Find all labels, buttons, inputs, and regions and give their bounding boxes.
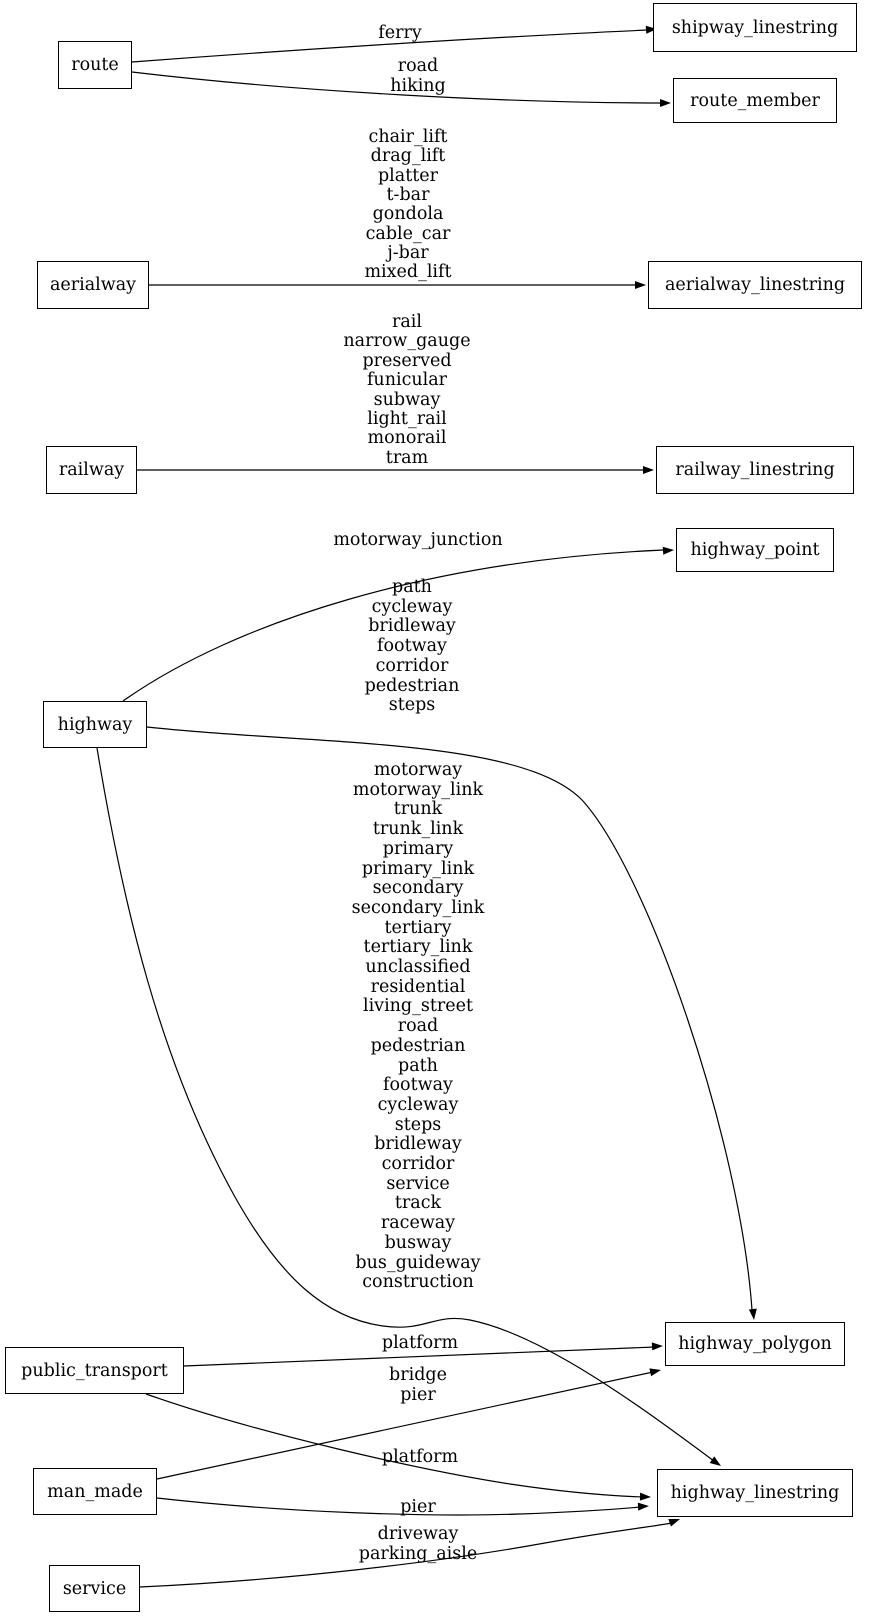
edge-label-highway-to-highway_linestring: road xyxy=(397,1016,439,1037)
edge-label-highway-to-highway_linestring: secondary_link xyxy=(351,897,485,918)
edge-label-railway-to-railway_linestring: subway xyxy=(373,389,441,410)
edge-label-highway-to-highway_linestring: pedestrian xyxy=(370,1035,466,1056)
edge-highway-to-highway_point xyxy=(122,549,665,702)
arrowhead-route-to-route_member xyxy=(660,99,671,107)
node-shipway_linestring: shipway_linestring xyxy=(653,3,857,52)
edge-label-aerialway-to-aerialway_linestring: t-bar xyxy=(386,184,430,205)
edge-highway-to-highway_linestring xyxy=(96,747,715,1462)
edge-label-highway-to-highway_linestring: path xyxy=(398,1055,438,1076)
node-public_transport: public_transport xyxy=(5,1347,184,1394)
edge-label-service-to-highway_linestring: parking_aisle xyxy=(358,1544,478,1564)
edge-label-service-to-highway_linestring: driveway xyxy=(377,1524,459,1544)
edge-man_made-to-highway_linestring xyxy=(156,1497,642,1516)
edge-label-highway-to-highway_linestring: construction xyxy=(362,1272,474,1293)
arrowhead-highway-to-highway_polygon xyxy=(748,1308,757,1320)
edge-label-public_transport-to-highway_polygon: platform xyxy=(381,1333,459,1353)
edge-label-railway-to-railway_linestring: light_rail xyxy=(367,409,447,429)
arrowhead-highway-to-highway_point xyxy=(662,546,674,555)
arrowhead-aerialway-to-aerialway_linestring xyxy=(635,281,646,289)
node-route: route xyxy=(58,41,132,89)
edge-man_made-to-highway_polygon xyxy=(156,1371,654,1480)
edge-label-route-to-route_member: road xyxy=(397,56,439,76)
node-railway_linestring: railway_linestring xyxy=(656,446,854,494)
edge-label-highway-to-highway_linestring: cycleway xyxy=(377,1094,459,1115)
node-highway_point: highway_point xyxy=(676,528,834,572)
edge-label-highway-to-highway_polygon: corridor xyxy=(375,655,449,676)
edge-label-highway-to-highway_linestring: raceway xyxy=(380,1213,456,1234)
edge-label-highway-to-highway_linestring: bus_guideway xyxy=(355,1252,481,1273)
edge-label-highway-to-highway_linestring: footway xyxy=(383,1075,453,1096)
edge-label-highway-to-highway_linestring: service xyxy=(386,1173,450,1194)
edge-label-aerialway-to-aerialway_linestring: platter xyxy=(377,165,439,186)
arrowhead-public_transport-to-highway_linestring xyxy=(639,1492,651,1501)
edge-label-highway-to-highway_polygon: bridleway xyxy=(368,616,456,637)
edge-label-railway-to-railway_linestring: narrow_gauge xyxy=(343,331,471,352)
edge-label-man_made-to-highway_linestring: pier xyxy=(400,1497,436,1517)
arrowhead-highway-to-highway_linestring xyxy=(709,1456,721,1466)
edge-label-highway-to-highway_linestring: tertiary_link xyxy=(363,937,473,958)
edge-label-route-to-route_member: hiking xyxy=(390,76,446,96)
node-railway: railway xyxy=(46,446,137,494)
edge-label-highway-to-highway_linestring: steps xyxy=(394,1114,442,1135)
edge-label-highway-to-highway_linestring: secondary xyxy=(372,878,464,899)
edge-label-highway-to-highway_linestring: residential xyxy=(370,976,466,997)
edge-label-aerialway-to-aerialway_linestring: mixed_lift xyxy=(364,262,452,283)
edge-label-highway-to-highway_linestring: primary_link xyxy=(361,858,475,879)
node-aerialway: aerialway xyxy=(37,261,149,309)
edge-label-highway-to-highway_linestring: living_street xyxy=(362,996,474,1017)
edge-public_transport-to-highway_linestring xyxy=(145,1393,644,1498)
edge-label-aerialway-to-aerialway_linestring: j-bar xyxy=(387,242,429,263)
edge-label-railway-to-railway_linestring: tram xyxy=(385,447,429,468)
edge-label-railway-to-railway_linestring: preserved xyxy=(362,350,452,371)
node-route_member: route_member xyxy=(673,78,837,123)
edge-label-highway-to-highway_point: motorway_junction xyxy=(333,530,503,550)
edge-label-aerialway-to-aerialway_linestring: cable_car xyxy=(365,223,451,244)
edge-public_transport-to-highway_polygon xyxy=(183,1346,656,1367)
edge-label-railway-to-railway_linestring: funicular xyxy=(366,370,448,391)
edge-service-to-highway_linestring xyxy=(139,1522,673,1588)
edge-label-highway-to-highway_linestring: busway xyxy=(384,1232,452,1253)
edge-label-man_made-to-highway_polygon: pier xyxy=(400,1385,436,1405)
arrowhead-public_transport-to-highway_polygon xyxy=(651,1342,663,1351)
node-service: service xyxy=(49,1565,140,1612)
node-highway_linestring: highway_linestring xyxy=(657,1469,853,1517)
edge-label-highway-to-highway_polygon: cycleway xyxy=(371,596,453,617)
edge-label-highway-to-highway_polygon: pedestrian xyxy=(364,675,460,696)
edge-label-highway-to-highway_linestring: bridleway xyxy=(374,1134,462,1155)
edge-route-to-route_member xyxy=(131,71,664,104)
edge-label-highway-to-highway_linestring: track xyxy=(394,1193,442,1214)
arrowhead-railway-to-railway_linestring xyxy=(643,466,654,474)
node-aerialway_linestring: aerialway_linestring xyxy=(648,261,862,309)
edge-label-aerialway-to-aerialway_linestring: gondola xyxy=(372,204,444,225)
edge-label-highway-to-highway_linestring: tertiary xyxy=(384,917,452,938)
edge-label-aerialway-to-aerialway_linestring: chair_lift xyxy=(368,127,448,147)
edge-label-route-to-shipway_linestring: ferry xyxy=(378,23,422,43)
edge-label-aerialway-to-aerialway_linestring: drag_lift xyxy=(370,146,446,167)
edge-label-public_transport-to-highway_linestring: platform xyxy=(381,1447,459,1467)
node-highway: highway xyxy=(43,701,147,748)
arrowhead-man_made-to-highway_linestring xyxy=(637,1502,649,1511)
edge-label-railway-to-railway_linestring: monorail xyxy=(367,428,447,449)
edge-label-railway-to-railway_linestring: rail xyxy=(392,312,422,332)
edge-label-highway-to-highway_linestring: corridor xyxy=(381,1154,455,1174)
edge-label-highway-to-highway_polygon: steps xyxy=(388,695,436,716)
edge-label-highway-to-highway_linestring: primary xyxy=(382,838,454,859)
edge-label-highway-to-highway_linestring: motorway_link xyxy=(352,779,484,800)
arrowhead-man_made-to-highway_polygon xyxy=(649,1368,661,1377)
edge-label-highway-to-highway_polygon: footway xyxy=(377,636,447,657)
edge-highway-to-highway_polygon xyxy=(146,726,753,1311)
edge-label-highway-to-highway_linestring: trunk_link xyxy=(372,819,464,840)
edge-label-highway-to-highway_linestring: unclassified xyxy=(365,957,471,977)
node-highway_polygon: highway_polygon xyxy=(665,1322,845,1366)
edge-label-highway-to-highway_polygon: path xyxy=(392,577,432,597)
arrowhead-service-to-highway_linestring xyxy=(668,1519,680,1527)
edge-label-highway-to-highway_linestring: trunk xyxy=(393,799,443,820)
arrowhead-route-to-shipway_linestring xyxy=(645,25,657,34)
edge-label-man_made-to-highway_polygon: bridge xyxy=(389,1365,447,1385)
edge-route-to-shipway_linestring xyxy=(131,29,649,63)
edge-label-highway-to-highway_linestring: motorway xyxy=(373,760,463,780)
node-man_made: man_made xyxy=(33,1468,157,1515)
